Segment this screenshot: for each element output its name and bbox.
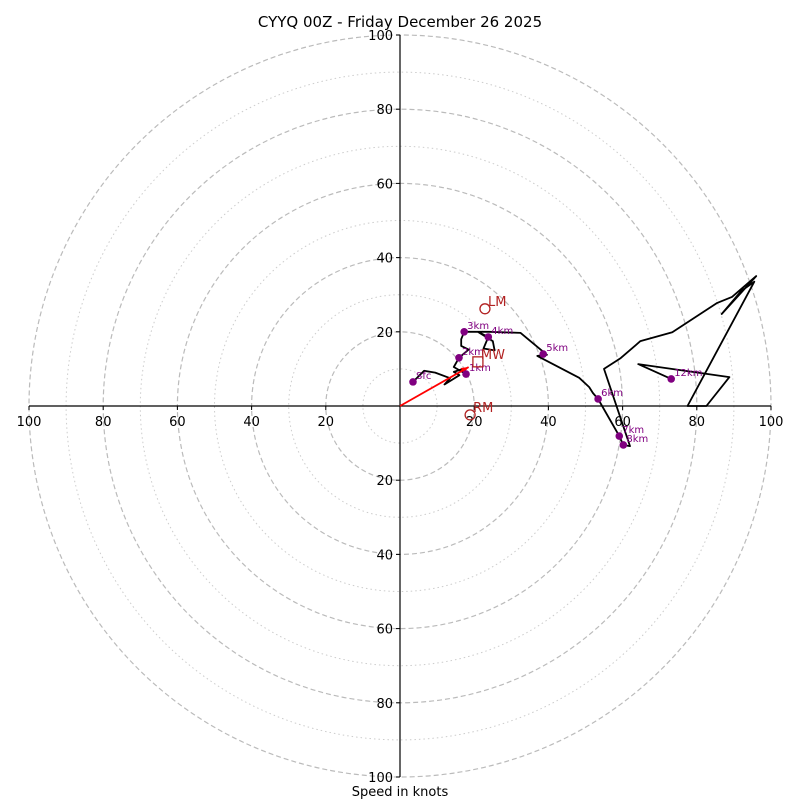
height-marker-dot — [460, 328, 468, 336]
x-tick-label: 20 — [318, 415, 335, 430]
height-marker-dot — [484, 333, 493, 341]
shear-vector — [399, 366, 470, 407]
y-tick-label: 40 — [376, 548, 393, 563]
x-tick-label: 100 — [17, 415, 42, 430]
y-tick-label: 20 — [376, 326, 393, 341]
shear-vector-arrowhead — [460, 367, 469, 374]
height-marker-label: 7km — [622, 425, 644, 436]
storm-motion-circle — [479, 303, 491, 315]
height-marker-dot — [455, 353, 463, 362]
x-tick-label: 100 — [759, 415, 784, 430]
height-marker-label: 1km — [469, 363, 491, 374]
x-tick-label: 40 — [540, 415, 557, 430]
height-marker-label: 8km — [626, 434, 648, 445]
storm-motion-label: LM — [488, 295, 506, 310]
x-tick-label: 80 — [95, 415, 112, 430]
x-tick-label: 40 — [243, 415, 260, 430]
y-tick-label: 80 — [376, 697, 393, 712]
height-marker-label: 3km — [467, 321, 489, 332]
y-tick-label: 60 — [376, 623, 393, 638]
height-marker-dot — [667, 375, 676, 383]
storm-motion-label: MW — [481, 348, 505, 363]
height-marker-label: 6km — [601, 388, 623, 399]
y-tick-label: 100 — [368, 29, 393, 44]
y-tick-label: 40 — [376, 252, 393, 267]
x-axis-label: Speed in knots — [352, 785, 449, 800]
storm-motion-markers: LM MW RM — [464, 295, 506, 421]
y-tick-label: 80 — [376, 103, 393, 118]
storm-motion-circle — [464, 409, 476, 421]
height-marker-label: 12km — [674, 368, 702, 379]
height-marker-dot — [462, 370, 470, 378]
height-marker-dot — [619, 441, 628, 449]
height-marker-label: 4km — [491, 326, 513, 337]
y-tick-label: 20 — [376, 474, 393, 489]
tick-labels: 100 80 60 40 20 20 40 60 80 100100806040202040608… — [17, 29, 784, 786]
height-marker-dot — [594, 395, 602, 403]
storm-motion-square — [472, 356, 484, 368]
height-marker-dot — [539, 350, 548, 358]
height-marker-label: 2km — [462, 347, 484, 358]
x-tick-label: 80 — [689, 415, 706, 430]
y-tick-label: 60 — [376, 177, 393, 192]
height-marker-dot — [615, 432, 624, 440]
chart-title: CYYQ 00Z - Friday December 26 2025 — [258, 13, 542, 31]
x-tick-label: 60 — [169, 415, 186, 430]
y-tick-label: 100 — [368, 771, 393, 786]
height-marker-label: 5km — [546, 343, 568, 354]
storm-motion-label: RM — [473, 401, 493, 416]
x-tick-label: 20 — [466, 415, 483, 430]
height-marker-label: Sfc — [416, 371, 431, 382]
height-marker-dot — [409, 378, 417, 386]
